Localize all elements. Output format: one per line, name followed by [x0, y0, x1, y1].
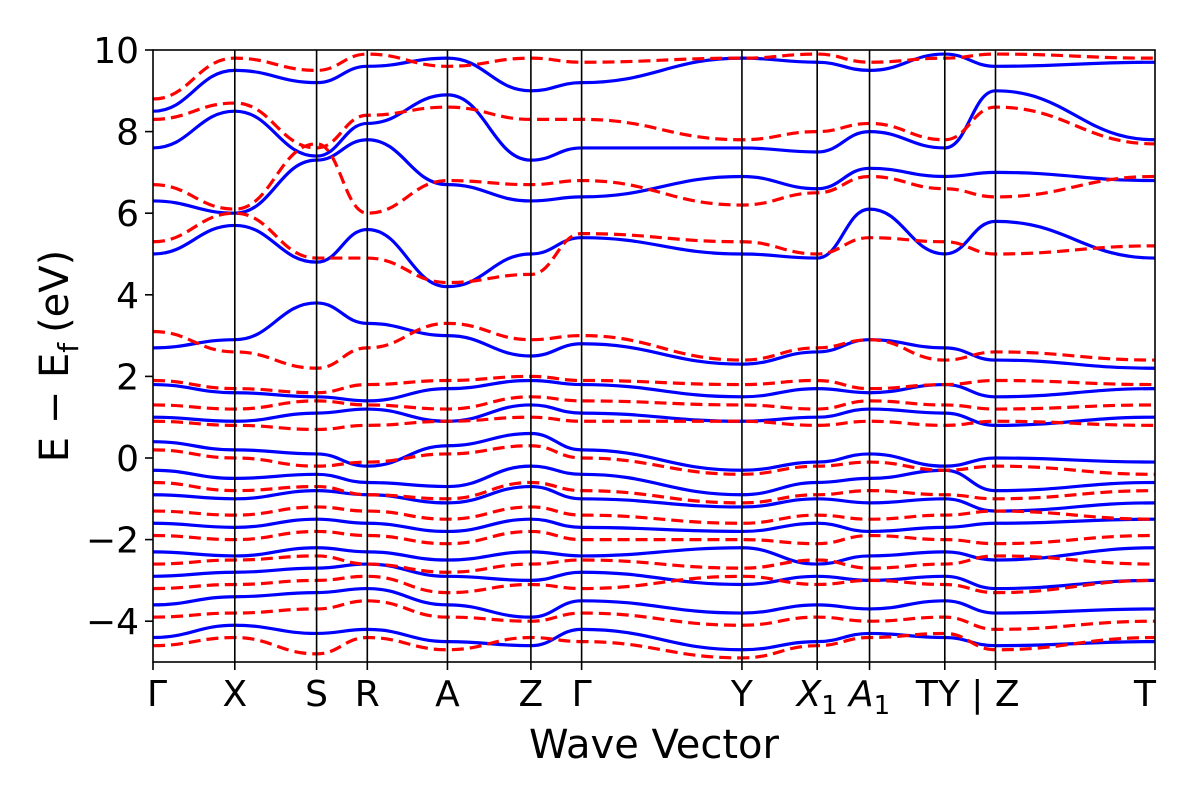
y-axis-label-main: E − E [32, 353, 78, 463]
y-axis-ticks: −4 −2 0 2 4 6 8 10 [86, 31, 153, 643]
x-tick-label: X1 [795, 674, 838, 721]
x-tick-label: Γ [147, 674, 167, 715]
dashed-band-line [153, 529, 1155, 546]
y-tick-label: 4 [116, 276, 139, 317]
kpath-lines-group [233, 50, 997, 662]
dashed-band-line [153, 415, 1155, 432]
solid-band-line [153, 623, 1155, 652]
solid-band-line [153, 301, 1155, 370]
x-tick-label: R [355, 674, 380, 715]
x-axis-label: Wave Vector [529, 722, 780, 768]
x-tick-label: TY | Z [915, 674, 1020, 715]
y-axis-label-unit: (eV) [32, 250, 78, 333]
y-axis-label-sub: f [52, 342, 85, 353]
x-tick-label: X [222, 674, 247, 715]
y-axis-label: E − Ef (eV) [32, 250, 85, 463]
y-tick-label: 8 [116, 113, 139, 154]
x-tick-label: Z [519, 674, 544, 715]
solid-band-line [153, 138, 1155, 215]
y-tick-label: 10 [93, 31, 139, 72]
x-tick-label: A1 [847, 674, 890, 721]
plot-frame [152, 49, 1156, 663]
solid-band-line [153, 378, 1155, 403]
solid-band-line [153, 52, 1155, 113]
y-tick-label: −4 [86, 602, 139, 643]
x-tick-label: Y [730, 674, 754, 715]
dashed-band-line [153, 52, 1155, 101]
y-tick-label: 0 [116, 439, 139, 480]
y-tick-label: 6 [116, 194, 139, 235]
dashed-band-line [153, 101, 1155, 150]
x-tick-label: Γ [572, 674, 592, 715]
y-tick-label: −2 [86, 521, 139, 562]
dashed-band-line [153, 142, 1155, 215]
dashed-band-line [153, 211, 1155, 285]
x-tick-label: S [305, 674, 328, 715]
solid-band-line [153, 517, 1155, 534]
band-lines-group [153, 52, 1155, 660]
solid-band-line [153, 89, 1155, 162]
x-tick-label: A [435, 674, 460, 715]
y-tick-label: 2 [116, 357, 139, 398]
dashed-band-line [153, 395, 1155, 411]
dashed-band-line [153, 444, 1155, 476]
x-tick-label: T [1133, 674, 1157, 715]
solid-band-line [153, 207, 1155, 289]
